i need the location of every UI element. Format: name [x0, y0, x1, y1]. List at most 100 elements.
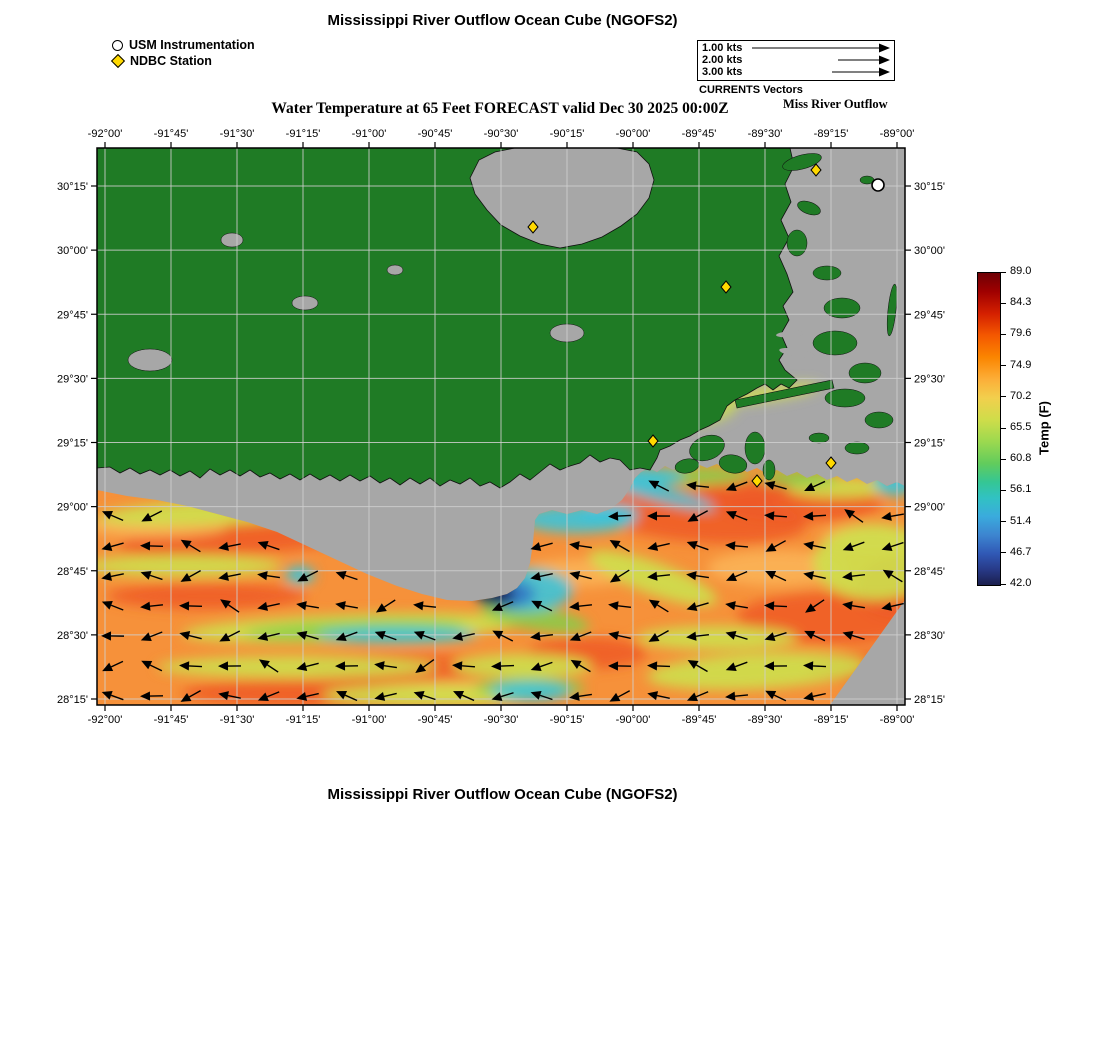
land-layer	[96, 147, 898, 489]
lon-tick-label-top: -90°15'	[550, 128, 585, 140]
lat-tick-label-right: 29°30'	[914, 373, 945, 385]
ndbc-legend-label: NDBC Station	[130, 54, 212, 68]
colorbar-tick-label: 60.8	[1010, 452, 1032, 465]
lat-tick-label-right: 28°30'	[914, 630, 945, 642]
lon-tick-label-bottom: -90°45'	[418, 714, 453, 726]
colorbar-tick-label: 42.0	[1010, 577, 1032, 589]
lon-tick-label-bottom: -89°15'	[814, 714, 849, 726]
colorbar-tick	[1001, 427, 1006, 429]
ndbc-station-marker	[720, 280, 732, 294]
lon-tick-label-bottom: -92°00'	[88, 714, 123, 726]
current-arrow-icon	[832, 67, 890, 77]
lon-tick-label-top: -90°00'	[616, 128, 651, 140]
lat-tick-label-right: 28°45'	[914, 566, 945, 578]
lon-tick-label-bottom: -91°15'	[286, 714, 321, 726]
figure-title-bottom: Mississippi River Outflow Ocean Cube (NG…	[327, 786, 678, 803]
lat-tick-label-right: 30°00'	[914, 245, 945, 257]
lat-tick-label-left: 29°00'	[57, 502, 88, 514]
ndbc-station-marker	[810, 163, 822, 177]
lat-tick-label-left: 28°15'	[57, 694, 88, 706]
lat-tick-label-left: 30°00'	[57, 245, 88, 257]
lon-tick-label-top: -89°30'	[748, 128, 783, 140]
lon-tick-label-bottom: -91°00'	[352, 714, 387, 726]
lon-tick-label-bottom: -91°45'	[154, 714, 189, 726]
lon-tick-label-top: -90°30'	[484, 128, 519, 140]
lon-tick-label-top: -91°15'	[286, 128, 321, 140]
colorbar-tick	[1001, 489, 1006, 491]
currents-speed-label: 3.00 kts	[702, 66, 743, 78]
current-vectors-layer	[101, 480, 904, 702]
lon-tick-label-bottom: -90°30'	[484, 714, 519, 726]
colorbar-title: Temp (F)	[1036, 401, 1052, 455]
current-arrow-icon	[838, 55, 890, 65]
stations-layer	[527, 163, 885, 488]
lat-tick-label-left: 30°15'	[57, 181, 88, 193]
colorbar-tick	[1001, 583, 1006, 585]
ndbc-station-marker	[751, 474, 763, 488]
lon-tick-label-bottom: -89°45'	[682, 714, 717, 726]
lat-tick-label-left: 29°45'	[57, 309, 88, 321]
colorbar-tick-label: 84.3	[1010, 296, 1032, 309]
ndbc-station-marker	[527, 220, 539, 234]
ndbc-station-marker	[647, 434, 659, 448]
currents-speed-label: 1.00 kts	[702, 42, 743, 54]
lon-tick-label-top: -91°30'	[220, 128, 255, 140]
lon-tick-label-top: -92°00'	[88, 128, 123, 140]
current-arrow-icon	[752, 43, 890, 53]
lat-tick-label-right: 29°00'	[914, 502, 945, 514]
lat-tick-label-left: 29°15'	[57, 438, 88, 450]
lon-tick-label-bottom: -90°00'	[616, 714, 651, 726]
lon-tick-label-top: -89°00'	[880, 128, 915, 140]
colorbar-tick-label: 46.7	[1010, 545, 1032, 558]
currents-legend-box: 1.00 kts 2.00 kts 3.00 kts	[697, 40, 895, 81]
colorbar-tick	[1001, 365, 1006, 367]
colorbar-tick	[1001, 552, 1006, 554]
colorbar-tick-label: 56.1	[1010, 483, 1032, 496]
lon-tick-label-top: -91°45'	[154, 128, 189, 140]
map-subtitle: Water Temperature at 65 Feet FORECAST va…	[271, 100, 729, 117]
colorbar-tick-label: 51.4	[1010, 514, 1032, 527]
colorbar-gradient	[977, 272, 1001, 586]
lat-tick-label-right: 29°15'	[914, 438, 945, 450]
ndbc-station-icon	[110, 53, 126, 69]
colorbar-tick	[1001, 521, 1006, 523]
colorbar-tick	[1001, 333, 1006, 335]
ndbc-legend-row: NDBC Station	[110, 53, 255, 69]
region-label: Miss River Outflow	[783, 97, 888, 111]
colorbar-tick-label: 65.5	[1010, 421, 1032, 433]
lon-tick-label-top: -89°15'	[814, 128, 849, 140]
currents-legend-row: 2.00 kts	[702, 54, 890, 66]
ndbc-station-marker	[825, 456, 837, 470]
colorbar-tick-label: 74.9	[1010, 358, 1032, 371]
axes-layer: -92°00' -92°00' -91°45' -91°45' -91°30' -91°3…	[57, 128, 945, 726]
lon-tick-label-bottom: -89°00'	[880, 714, 915, 726]
usm-legend-label: USM Instrumentation	[129, 38, 255, 52]
lon-tick-label-bottom: -89°30'	[748, 714, 783, 726]
usm-station-icon	[112, 39, 123, 51]
colorbar-tick-label: 89.0	[1010, 265, 1032, 277]
lat-tick-label-left: 28°30'	[57, 630, 88, 642]
usm-station-marker	[871, 178, 885, 192]
colorbar-tick	[1001, 458, 1006, 460]
map-canvas: -92°00' -92°00' -91°45' -91°45' -91°30' -91°3…	[57, 128, 945, 726]
lat-tick-label-left: 28°45'	[57, 566, 88, 578]
currents-legend-title: CURRENTS Vectors	[699, 84, 803, 96]
colorbar-tick	[1001, 302, 1006, 304]
lon-tick-label-top: -89°45'	[682, 128, 717, 140]
colorbar-tick-label: 79.6	[1010, 327, 1032, 340]
lon-tick-label-top: -91°00'	[352, 128, 387, 140]
colorbar-tick-label: 70.2	[1010, 389, 1032, 402]
currents-speed-label: 2.00 kts	[702, 54, 743, 66]
figure-title: Mississippi River Outflow Ocean Cube (NG…	[327, 12, 678, 29]
colorbar-tick	[1001, 396, 1006, 398]
currents-legend-row: 1.00 kts	[702, 42, 890, 54]
colorbar-tick	[1001, 271, 1006, 273]
marker-legend: USM Instrumentation NDBC Station	[110, 37, 255, 69]
colorbar-labels: 89.0 84.3 79.6 74.9 70.2 65.5 60.8 56.1 51.4 46.7…	[1001, 265, 1071, 589]
lat-tick-label-right: 28°15'	[914, 694, 945, 706]
currents-legend-row: 3.00 kts	[702, 66, 890, 78]
lat-tick-label-right: 30°15'	[914, 181, 945, 193]
lon-tick-label-top: -90°45'	[418, 128, 453, 140]
lon-tick-label-bottom: -91°30'	[220, 714, 255, 726]
